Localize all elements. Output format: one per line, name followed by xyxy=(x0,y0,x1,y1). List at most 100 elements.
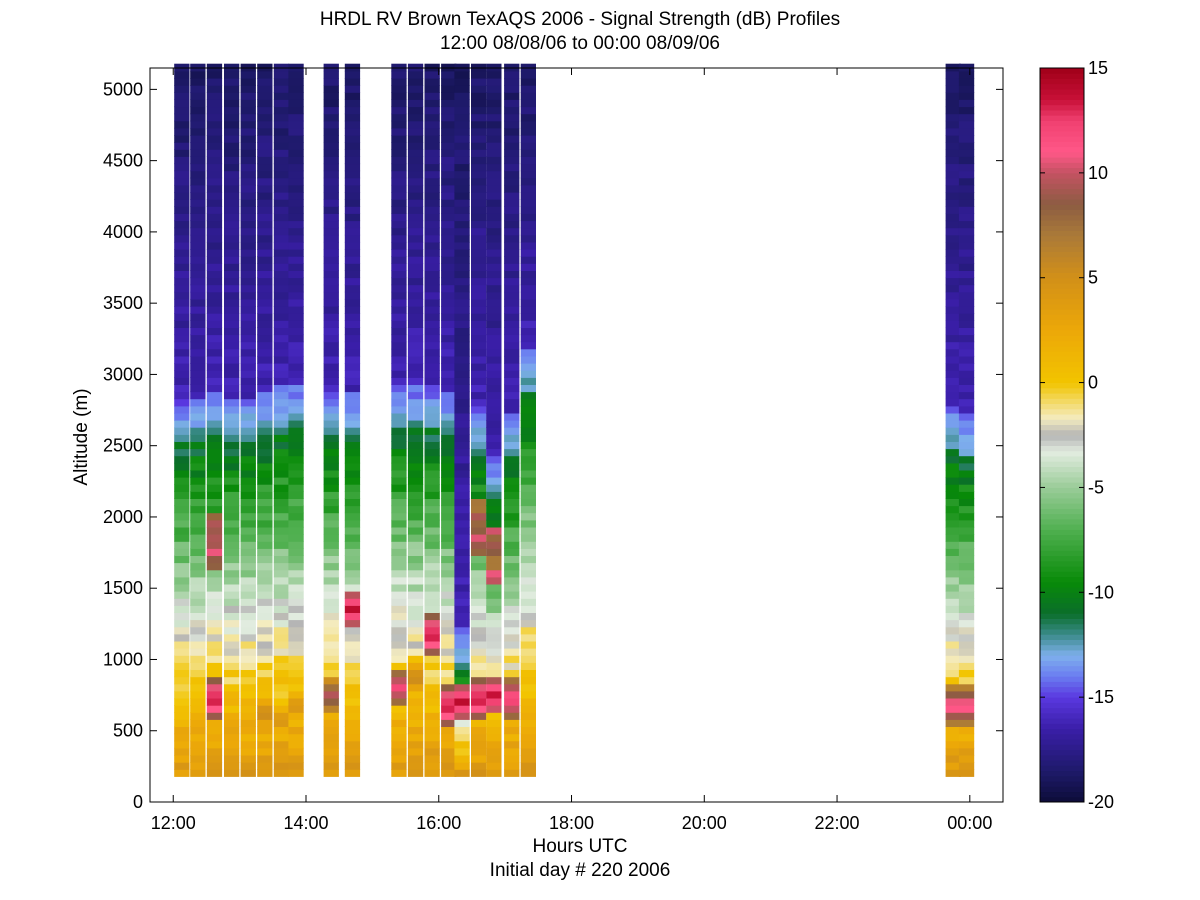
heat-cell xyxy=(520,263,536,271)
heat-cell xyxy=(441,740,457,749)
heat-cell xyxy=(288,583,304,592)
heat-cell xyxy=(424,712,440,720)
heat-cell xyxy=(224,398,240,407)
heat-cell xyxy=(424,576,440,585)
heat-cell xyxy=(273,519,290,528)
heat-cell xyxy=(288,762,304,770)
heat-cell xyxy=(206,676,223,685)
heat-cell xyxy=(257,263,273,271)
heat-cell xyxy=(240,113,256,122)
heat-cell xyxy=(441,555,457,564)
heat-cell xyxy=(441,256,457,264)
heat-cell xyxy=(520,327,536,336)
heat-cell xyxy=(520,683,536,692)
heat-cell xyxy=(391,640,407,649)
heat-cell xyxy=(945,769,961,777)
heat-cell xyxy=(206,99,223,108)
heat-cell xyxy=(424,612,440,621)
colorbar-swatch xyxy=(1040,644,1084,651)
heat-cell xyxy=(441,370,457,378)
heat-cell xyxy=(441,690,457,699)
heat-cell xyxy=(504,669,520,678)
heat-cell xyxy=(288,78,304,86)
heat-cell xyxy=(958,213,975,222)
heat-cell xyxy=(486,377,502,385)
heat-cell xyxy=(441,733,457,742)
heat-cell xyxy=(288,598,304,606)
heat-cell xyxy=(288,526,304,535)
heat-cell xyxy=(206,669,223,678)
heat-cell xyxy=(190,619,206,628)
heat-cell xyxy=(174,690,190,699)
heat-cell xyxy=(257,170,273,179)
colorbar-swatch xyxy=(1040,361,1084,368)
heat-cell xyxy=(273,548,290,556)
heat-cell xyxy=(288,199,304,207)
heat-cell xyxy=(504,284,520,293)
heat-cell xyxy=(486,534,502,542)
heat-cell xyxy=(323,733,339,742)
colorbar-swatch xyxy=(1040,335,1084,342)
heat-cell xyxy=(288,512,304,521)
heat-cell xyxy=(486,135,502,143)
heat-cell xyxy=(945,120,961,129)
heat-cell xyxy=(454,78,470,86)
heat-cell xyxy=(323,562,339,571)
colorbar-swatch xyxy=(1040,125,1084,132)
heat-cell xyxy=(520,127,536,136)
heat-cell xyxy=(190,719,206,727)
heat-cell xyxy=(945,199,961,207)
heat-cell xyxy=(520,355,536,364)
heat-cell xyxy=(344,655,361,663)
heat-cell xyxy=(224,448,240,457)
heat-cell xyxy=(958,405,975,414)
heat-cell xyxy=(288,534,304,542)
heat-cell xyxy=(240,355,256,364)
heat-cell xyxy=(323,655,339,663)
heat-cell xyxy=(504,370,520,378)
heat-cell xyxy=(174,142,190,150)
heat-cell xyxy=(190,498,206,507)
heat-cell xyxy=(486,698,502,706)
heat-cell xyxy=(454,591,470,599)
heat-cell xyxy=(504,498,520,507)
heat-cell xyxy=(504,199,520,207)
heat-cell xyxy=(471,755,487,763)
heat-cell xyxy=(945,70,961,79)
heat-cell xyxy=(174,291,190,300)
heat-cell xyxy=(454,719,470,727)
heat-cell xyxy=(441,263,457,271)
heat-cell xyxy=(257,669,273,678)
heat-cell xyxy=(344,526,361,535)
heat-cell xyxy=(257,690,273,699)
heat-cell xyxy=(174,355,190,364)
colorbar-swatch xyxy=(1040,324,1084,331)
heat-cell xyxy=(174,484,190,492)
heat-cell xyxy=(240,70,256,79)
heat-cell xyxy=(441,534,457,542)
heat-cell xyxy=(257,142,273,150)
heat-cell xyxy=(224,320,240,328)
heat-cell xyxy=(504,384,520,393)
heat-cell xyxy=(520,334,536,343)
heat-cell xyxy=(504,277,520,286)
heat-cell xyxy=(424,569,440,578)
heat-cell xyxy=(174,669,190,678)
heat-cell xyxy=(520,619,536,628)
heat-cell xyxy=(344,142,361,150)
heat-cell xyxy=(471,163,487,172)
heat-cell xyxy=(344,612,361,621)
heat-cell xyxy=(945,740,961,749)
heat-cell xyxy=(424,655,440,663)
heat-cell xyxy=(424,555,440,564)
heat-cell xyxy=(257,163,273,172)
heat-cell xyxy=(273,662,290,670)
heat-cell xyxy=(190,398,206,407)
heat-cell xyxy=(323,106,339,115)
heat-cell xyxy=(454,498,470,507)
heat-cell xyxy=(454,206,470,214)
heat-cell xyxy=(240,149,256,157)
heat-cell xyxy=(206,562,223,571)
heat-cell xyxy=(407,726,424,735)
heat-cell xyxy=(471,534,487,542)
